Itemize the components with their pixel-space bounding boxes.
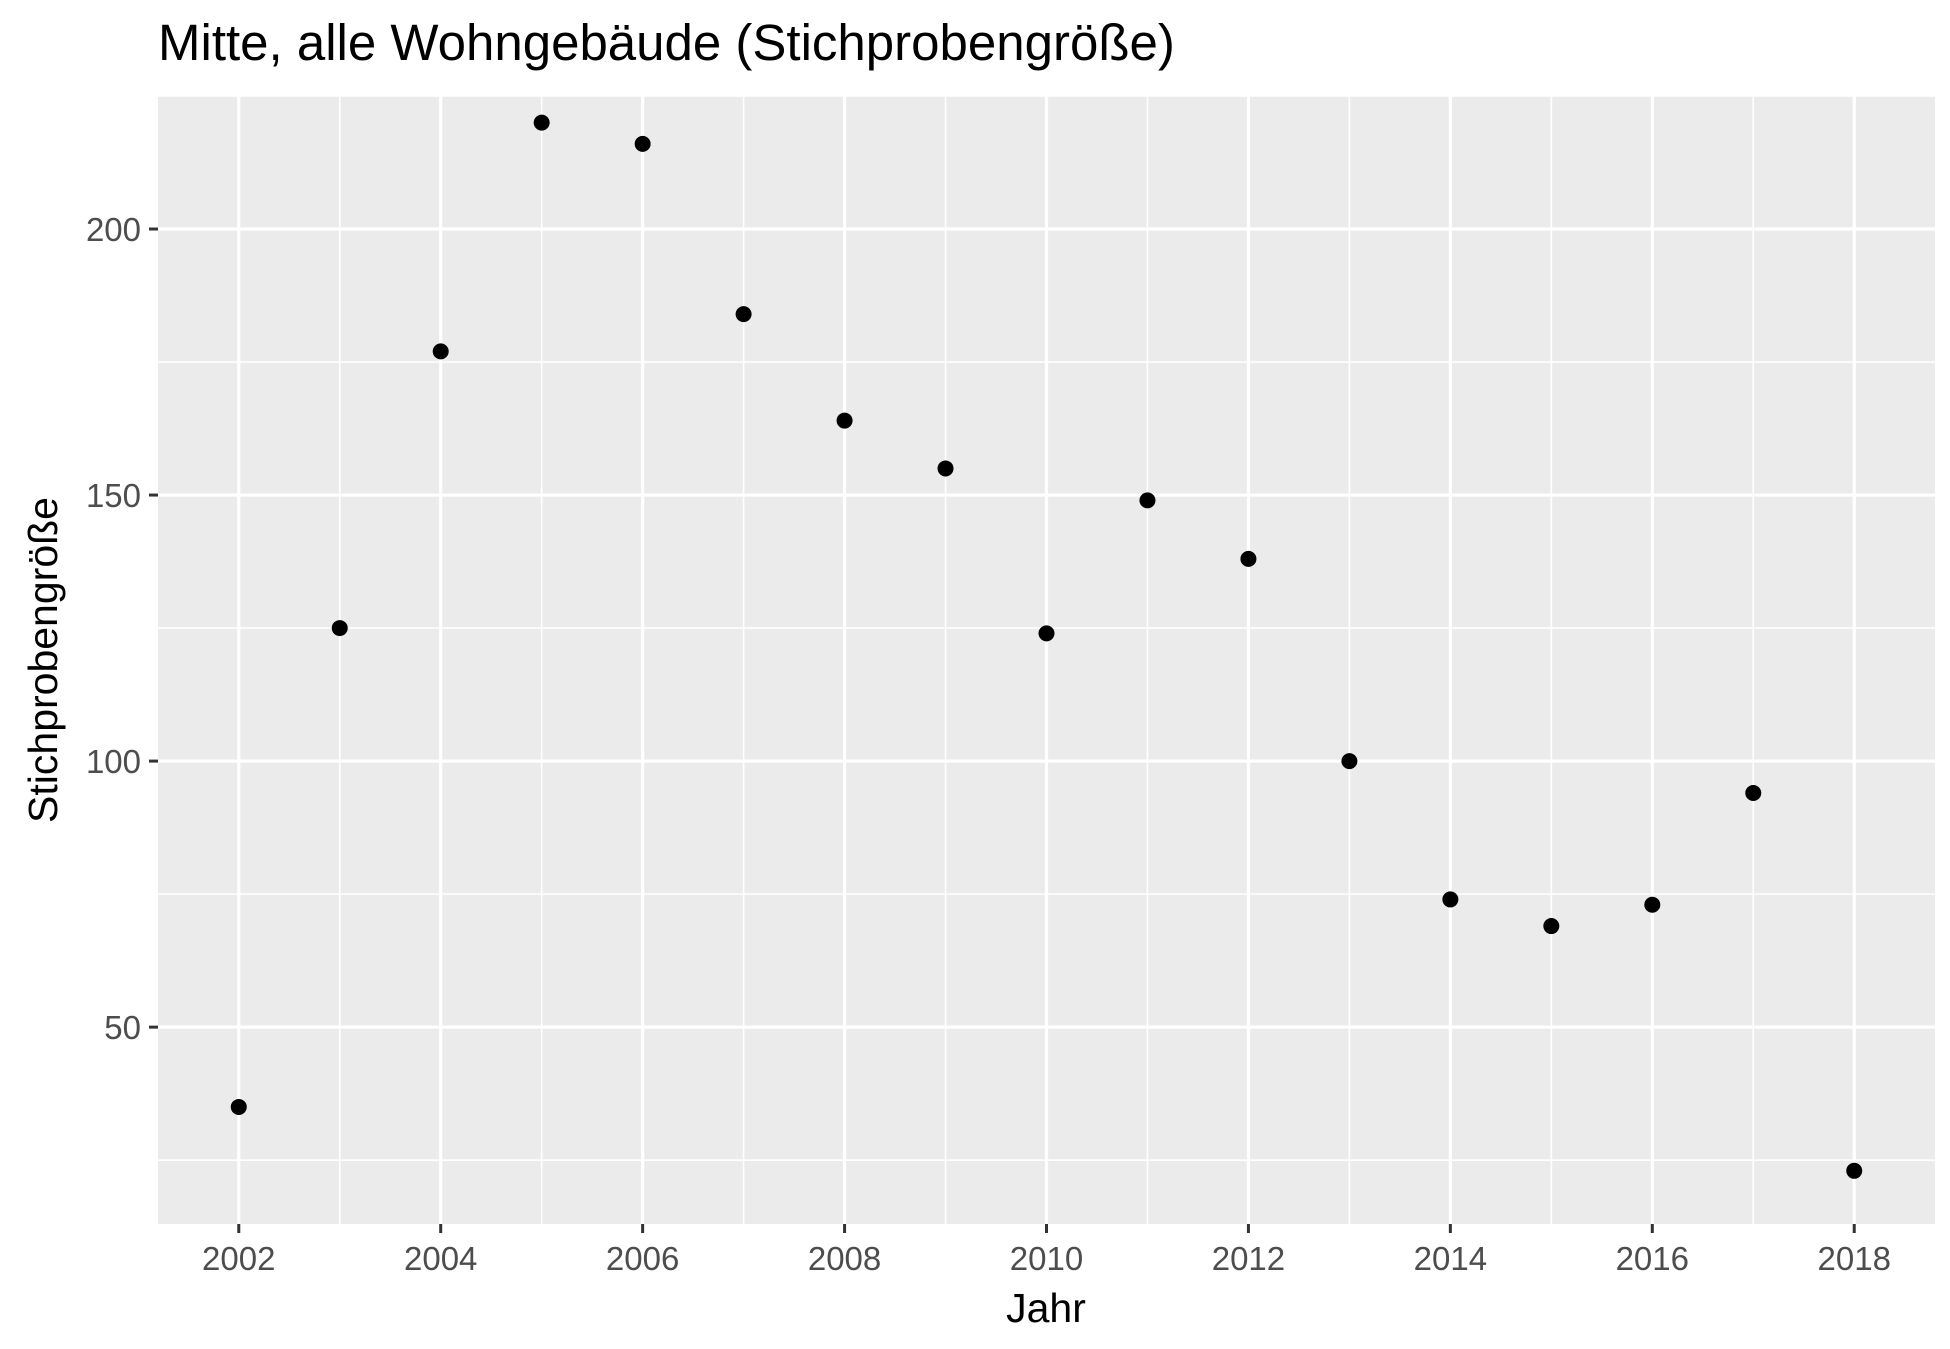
x-tick-label: 2006 — [606, 1240, 679, 1277]
data-points — [230, 114, 1863, 1179]
x-tick-label: 2016 — [1616, 1240, 1689, 1277]
data-point — [1341, 753, 1358, 770]
chart-title: Mitte, alle Wohngebäude (Stichprobengröß… — [158, 14, 1175, 71]
data-point — [533, 114, 550, 131]
x-tick-label: 2012 — [1212, 1240, 1285, 1277]
x-tick-label: 2008 — [808, 1240, 881, 1277]
data-point — [432, 343, 449, 360]
y-tick-label: 150 — [86, 477, 141, 514]
x-axis: 2002 2004 2006 2008 2010 2012 2014 2016 2018 — [202, 1224, 1891, 1277]
x-tick-label: 2014 — [1414, 1240, 1487, 1277]
data-point — [1846, 1162, 1863, 1179]
y-tick-label: 50 — [104, 1009, 141, 1046]
data-point — [331, 620, 348, 637]
major-gridlines — [158, 96, 1935, 1224]
x-axis-title: Jahr — [1006, 1285, 1086, 1331]
data-point — [937, 460, 954, 477]
y-axis: 50 100 150 200 — [86, 211, 158, 1046]
data-point — [1240, 550, 1257, 567]
data-point — [1038, 625, 1055, 642]
data-point — [1543, 918, 1560, 935]
data-point — [1644, 896, 1661, 913]
x-tick-label: 2010 — [1010, 1240, 1083, 1277]
data-point — [836, 412, 853, 429]
data-point — [1139, 492, 1156, 509]
data-point — [634, 135, 651, 152]
y-tick-label: 100 — [86, 743, 141, 780]
data-point — [1745, 785, 1762, 802]
y-tick-label: 200 — [86, 211, 141, 248]
data-point — [1442, 891, 1459, 908]
x-tick-label: 2004 — [404, 1240, 477, 1277]
data-point — [230, 1098, 247, 1115]
y-axis-title: Stichprobengröße — [20, 497, 66, 823]
data-point — [735, 306, 752, 323]
x-tick-label: 2018 — [1818, 1240, 1891, 1277]
x-tick-label: 2002 — [202, 1240, 275, 1277]
